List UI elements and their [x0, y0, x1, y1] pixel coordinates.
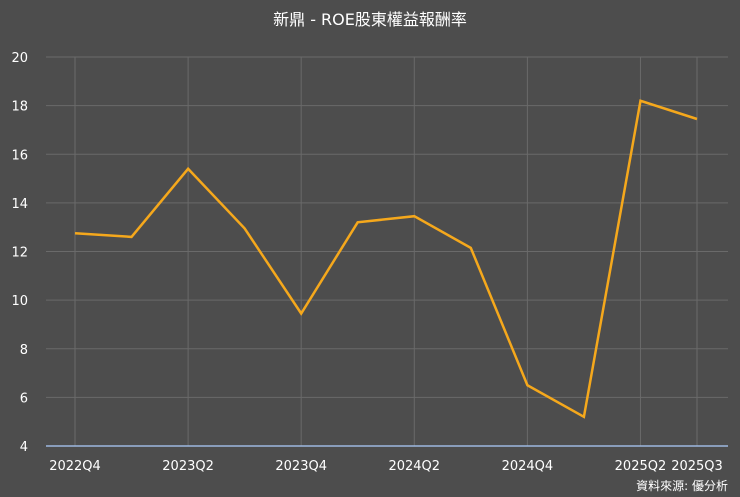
x-tick-label: 2025Q3	[671, 459, 723, 474]
x-tick-label: 2024Q2	[388, 459, 440, 474]
y-tick-label: 6	[20, 391, 28, 406]
x-tick-label: 2025Q2	[615, 459, 667, 474]
y-tick-label: 14	[11, 197, 28, 212]
chart-title: 新鼎 - ROE股東權益報酬率	[273, 10, 467, 29]
series-layer	[75, 101, 697, 417]
y-tick-label: 8	[20, 343, 28, 358]
y-tick-label: 18	[11, 100, 28, 115]
y-tick-label: 20	[11, 51, 28, 66]
y-tick-label: 10	[11, 294, 28, 309]
grid-layer	[46, 57, 728, 446]
y-tick-label: 16	[11, 148, 28, 163]
series-line	[75, 101, 697, 417]
source-label: 資料來源: 優分析	[636, 479, 728, 493]
x-tick-label: 2023Q4	[275, 459, 327, 474]
axis-layer: 4 6 8 10 12 14 16 18 20 2022Q4 2023Q2 2023Q4 2024Q2 2…	[11, 51, 728, 474]
x-tick-label: 2024Q4	[502, 459, 554, 474]
y-tick-label: 4	[20, 440, 28, 455]
x-tick-label: 2022Q4	[49, 459, 101, 474]
y-tick-label: 12	[11, 246, 28, 261]
x-tick-label: 2023Q2	[162, 459, 214, 474]
